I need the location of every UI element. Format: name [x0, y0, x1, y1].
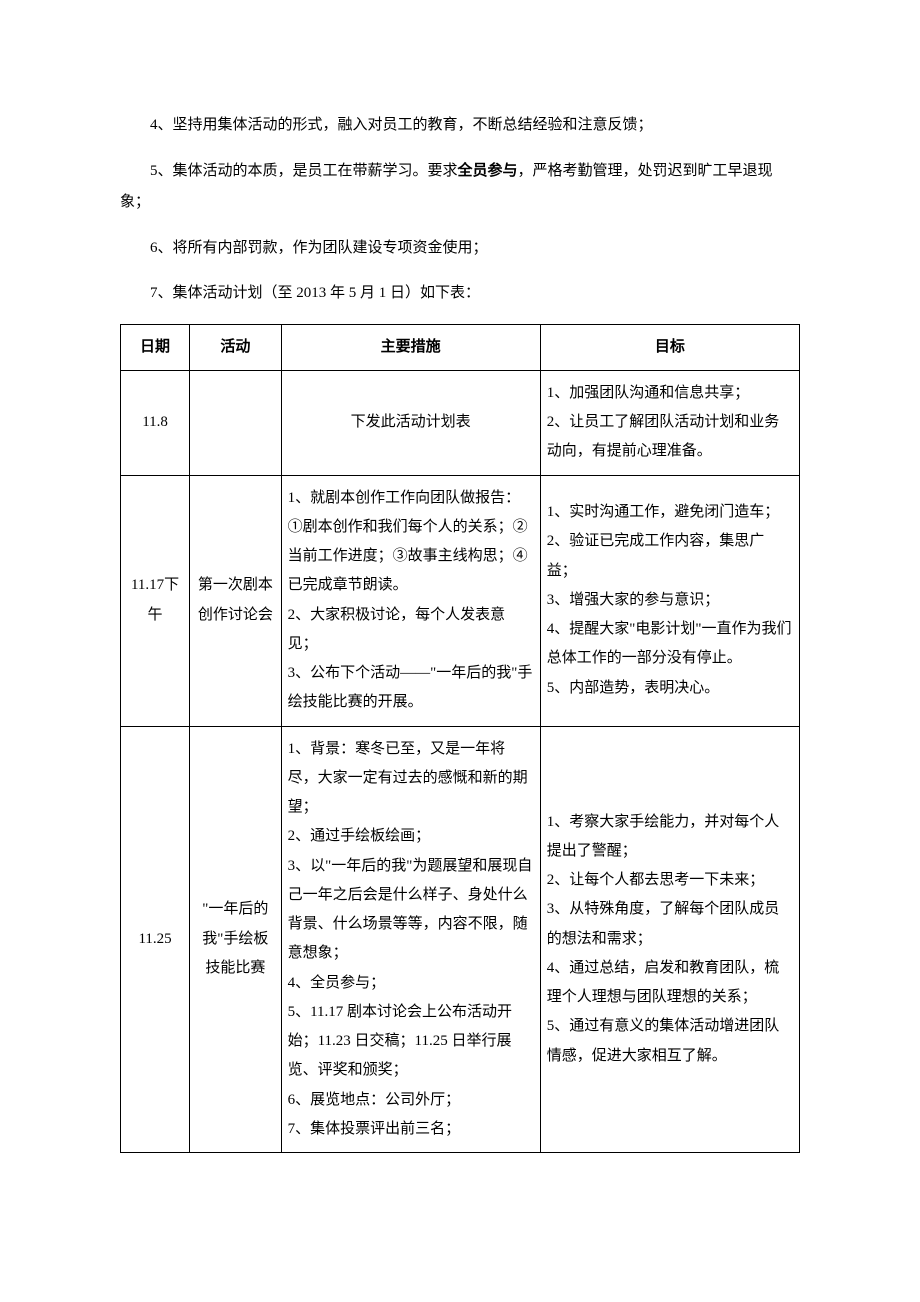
paragraph-5: 5、集体活动的本质，是员工在带薪学习。要求全员参与，严格考勤管理，处罚迟到旷工早… [120, 156, 800, 219]
cell-measures: 下发此活动计划表 [281, 370, 540, 475]
th-date: 日期 [121, 324, 190, 370]
cell-goals: 1、考察大家手绘能力，并对每个人提出了警醒；2、让每个人都去思考一下未来；3、从… [540, 726, 799, 1153]
th-goals: 目标 [540, 324, 799, 370]
th-measures: 主要措施 [281, 324, 540, 370]
cell-date: 11.8 [121, 370, 190, 475]
cell-goals: 1、实时沟通工作，避免闭门造车；2、验证已完成工作内容，集思广益；3、增强大家的… [540, 475, 799, 726]
cell-activity: 第一次剧本创作讨论会 [190, 475, 281, 726]
paragraph-4: 4、坚持用集体活动的形式，融入对员工的教育，不断总结经验和注意反馈； [120, 110, 800, 142]
table-row: 11.25 "一年后的我"手绘板技能比赛 1、背景：寒冬已至，又是一年将尽，大家… [121, 726, 800, 1153]
cell-date: 11.17下午 [121, 475, 190, 726]
cell-goals: 1、加强团队沟通和信息共享；2、让员工了解团队活动计划和业务动向，有提前心理准备… [540, 370, 799, 475]
cell-activity [190, 370, 281, 475]
document-page: 4、坚持用集体活动的形式，融入对员工的教育，不断总结经验和注意反馈； 5、集体活… [0, 0, 920, 1302]
cell-activity: "一年后的我"手绘板技能比赛 [190, 726, 281, 1153]
table-row: 11.17下午 第一次剧本创作讨论会 1、就剧本创作工作向团队做报告：①剧本创作… [121, 475, 800, 726]
cell-date: 11.25 [121, 726, 190, 1153]
cell-measures: 1、就剧本创作工作向团队做报告：①剧本创作和我们每个人的关系；②当前工作进度；③… [281, 475, 540, 726]
paragraph-7: 7、集体活动计划（至 2013 年 5 月 1 日）如下表： [120, 278, 800, 310]
activity-plan-table: 日期 活动 主要措施 目标 11.8 下发此活动计划表 1、加强团队沟通和信息共… [120, 324, 800, 1154]
paragraph-5-a: 5、集体活动的本质，是员工在带薪学习。要求 [150, 163, 458, 179]
th-activity: 活动 [190, 324, 281, 370]
cell-measures: 1、背景：寒冬已至，又是一年将尽，大家一定有过去的感慨和新的期望；2、通过手绘板… [281, 726, 540, 1153]
table-row: 11.8 下发此活动计划表 1、加强团队沟通和信息共享；2、让员工了解团队活动计… [121, 370, 800, 475]
paragraph-6: 6、将所有内部罚款，作为团队建设专项资金使用； [120, 233, 800, 265]
table-header-row: 日期 活动 主要措施 目标 [121, 324, 800, 370]
paragraph-5-bold: 全员参与 [458, 163, 518, 179]
